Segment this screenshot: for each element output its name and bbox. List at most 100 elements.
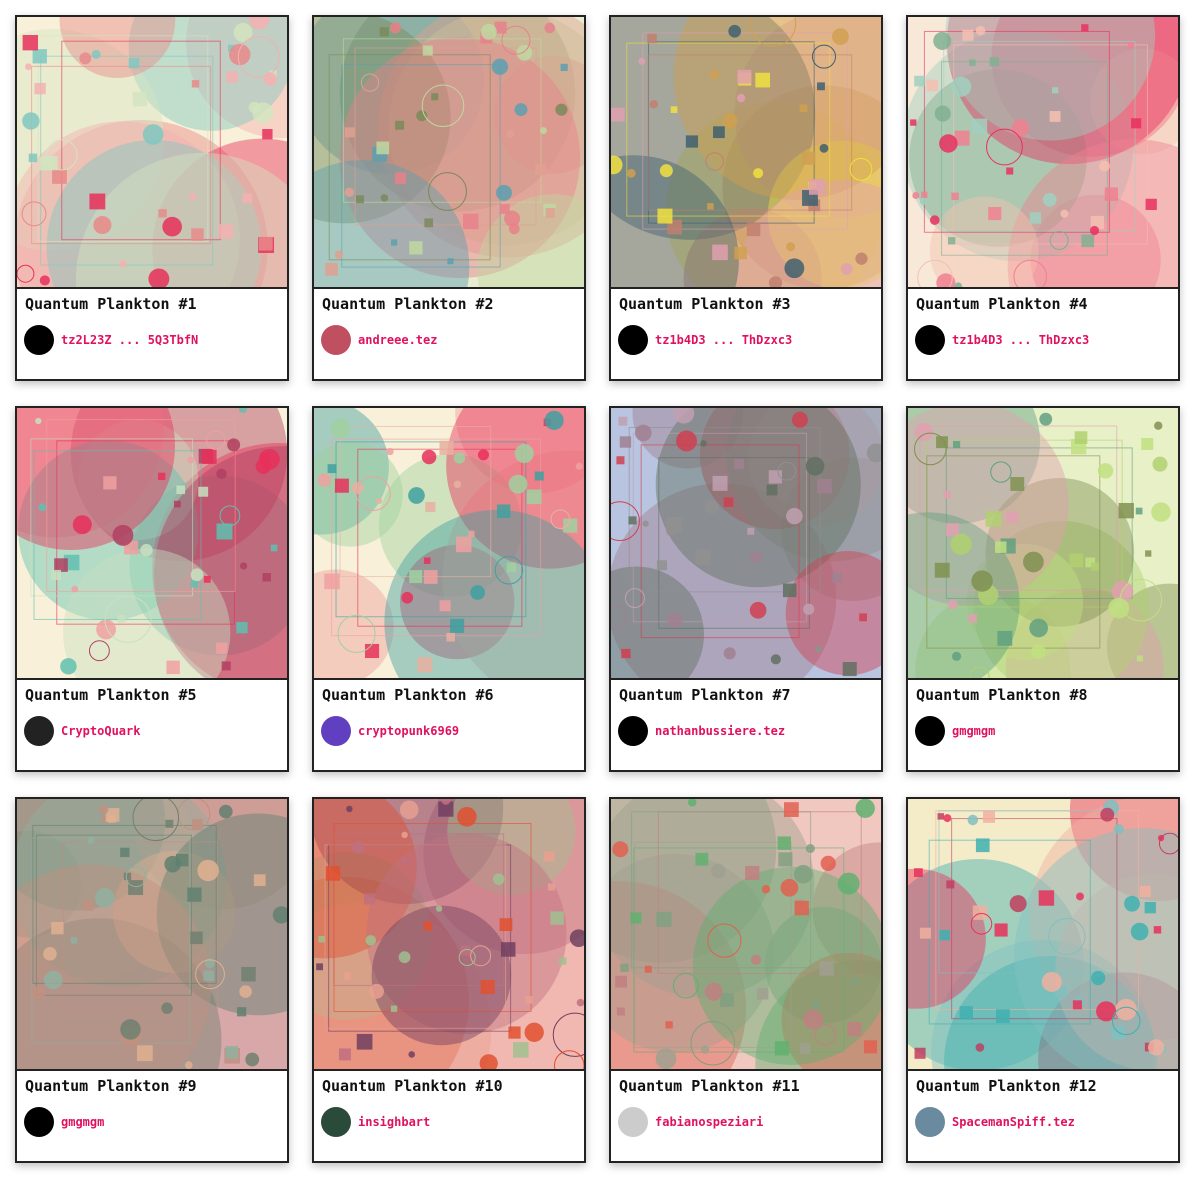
card[interactable]: Quantum Plankton #2 andreee.tez — [312, 15, 586, 381]
card-title: Quantum Plankton #12 — [916, 1077, 1097, 1095]
art-square — [665, 516, 682, 533]
art-ring — [1119, 578, 1163, 622]
art-ring — [749, 17, 797, 47]
art-frame — [335, 441, 527, 618]
art-frame — [324, 844, 507, 1029]
art-dot — [1011, 119, 1030, 137]
owner-name[interactable]: cryptopunk6969 — [358, 724, 460, 738]
artwork — [17, 17, 287, 289]
art-blob — [314, 17, 451, 224]
owner-name[interactable]: andreee.tez — [358, 333, 438, 347]
art-square — [710, 70, 719, 79]
art-square — [394, 172, 407, 184]
owner-avatar[interactable] — [321, 1107, 351, 1137]
art-square — [746, 222, 761, 237]
owner-name[interactable]: tz1b4D3 ... ThDzxc3 — [655, 333, 793, 347]
art-ring — [125, 866, 147, 888]
art-dot — [421, 449, 437, 465]
owner-avatar[interactable] — [24, 325, 54, 355]
owner-name[interactable]: gmgmgm — [952, 724, 996, 738]
art-blob — [314, 799, 504, 904]
owner-name[interactable]: SpacemanSpiff.tez — [952, 1115, 1075, 1129]
art-dot — [819, 143, 829, 153]
art-ring — [814, 1024, 836, 1046]
art-square — [513, 1042, 529, 1058]
card[interactable]: Quantum Plankton #5 CryptoQuark — [15, 406, 289, 772]
owner-avatar[interactable] — [618, 325, 648, 355]
art-blob — [722, 85, 881, 287]
owner-name[interactable]: gmgmgm — [61, 1115, 105, 1129]
art-square — [344, 127, 355, 138]
owner-avatar[interactable] — [618, 716, 648, 746]
owner-avatar[interactable] — [24, 1107, 54, 1137]
owner-name[interactable]: CryptoQuark — [61, 724, 141, 738]
art-dot — [704, 982, 723, 1001]
art-square — [190, 579, 199, 588]
art-ring — [553, 1050, 584, 1069]
card[interactable]: Quantum Plankton #3 tz1b4D3 ... ThDzxc3 — [609, 15, 883, 381]
art-square — [499, 918, 513, 932]
owner-name[interactable]: nathanbussiere.tez — [655, 724, 786, 738]
art-square — [817, 478, 832, 494]
owner-avatar[interactable] — [24, 716, 54, 746]
art-square — [695, 549, 711, 565]
art-dot — [477, 449, 489, 461]
art-dot — [723, 647, 736, 660]
art-dot — [933, 31, 952, 50]
art-dot — [934, 105, 951, 122]
art-square — [176, 485, 186, 495]
art-square — [225, 1046, 238, 1059]
art-dot — [148, 268, 170, 287]
owner-avatar[interactable] — [915, 325, 945, 355]
card[interactable]: Quantum Plankton #6 cryptopunk6969 — [312, 406, 586, 772]
art-square — [618, 416, 628, 426]
art-square — [390, 1005, 398, 1012]
owner-name[interactable]: tz1b4D3 ... ThDzxc3 — [952, 333, 1090, 347]
art-dot — [229, 43, 251, 66]
art-blob — [494, 56, 584, 174]
art-square — [745, 865, 760, 881]
art-dot — [197, 859, 219, 882]
owner-name[interactable]: fabianospeziari — [655, 1115, 764, 1129]
art-square — [203, 575, 211, 583]
art-square — [203, 970, 214, 981]
art-square — [32, 49, 47, 64]
art-dot — [334, 250, 344, 259]
owner-avatar[interactable] — [321, 716, 351, 746]
owner-avatar[interactable] — [618, 1107, 648, 1137]
card[interactable]: Quantum Plankton #4 tz1b4D3 ... ThDzxc3 — [906, 15, 1180, 381]
art-dot — [1148, 1039, 1165, 1056]
owner-avatar[interactable] — [321, 325, 351, 355]
art-dot — [376, 498, 383, 505]
art-square — [262, 129, 273, 140]
owner-name[interactable]: insighbart — [358, 1115, 431, 1129]
art-ring — [624, 588, 645, 609]
art-dot — [784, 258, 805, 279]
art-square — [28, 153, 38, 163]
card[interactable]: Quantum Plankton #11 fabianospeziari — [609, 797, 883, 1163]
owner-avatar[interactable] — [915, 716, 945, 746]
art-dot — [791, 411, 808, 428]
card[interactable]: Quantum Plankton #1 tz2L23Z ... 5Q3TbfN — [15, 15, 289, 381]
art-square — [1131, 118, 1142, 129]
art-dot — [187, 456, 195, 464]
art-frame — [628, 426, 821, 593]
card[interactable]: Quantum Plankton #9 gmgmgm — [15, 797, 289, 1163]
card[interactable]: Quantum Plankton #12 SpacemanSpiff.tez — [906, 797, 1180, 1163]
art-ring — [970, 913, 993, 935]
card[interactable]: Quantum Plankton #10 insighbart — [312, 797, 586, 1163]
art-square — [774, 1041, 790, 1056]
owner-avatar[interactable] — [915, 1107, 945, 1137]
art-square — [936, 436, 948, 449]
card[interactable]: Quantum Plankton #7 nathanbussiere.tez — [609, 406, 883, 772]
art-dot — [514, 103, 528, 117]
card[interactable]: Quantum Plankton #8 gmgmgm — [906, 406, 1180, 772]
art-frame — [328, 54, 491, 261]
card-title: Quantum Plankton #10 — [322, 1077, 503, 1095]
art-dot — [184, 1061, 193, 1069]
art-dot — [94, 888, 115, 908]
owner-name[interactable]: tz2L23Z ... 5Q3TbfN — [61, 333, 199, 347]
art-blob — [18, 440, 199, 621]
art-frame — [941, 61, 1108, 256]
art-dot — [710, 863, 726, 879]
